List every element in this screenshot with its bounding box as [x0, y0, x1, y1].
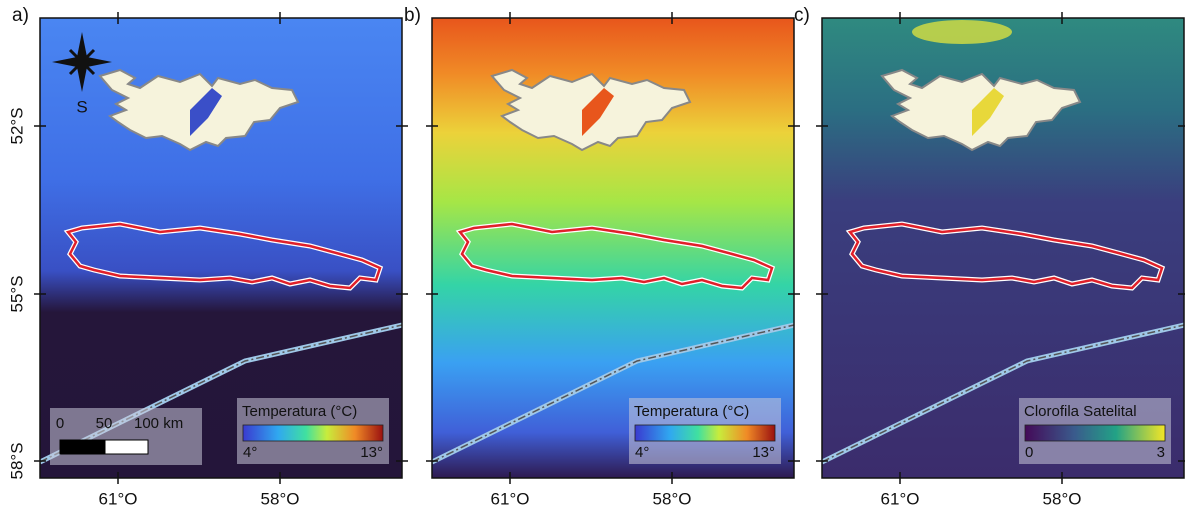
- legend-min: 4°: [243, 444, 257, 461]
- legend: Temperatura (°C) 4° 13°: [629, 398, 781, 464]
- y-axis-label: 58°S: [7, 442, 26, 479]
- legend-max: 3: [1157, 444, 1165, 461]
- scale-bar: 0 50 100 km: [50, 408, 202, 465]
- island-channel: [972, 88, 1004, 136]
- panel-label: c): [794, 5, 810, 26]
- scale-segment: [59, 439, 106, 455]
- map-panel: 61°O 58°O Clorofila Satelital 0 3: [816, 12, 1185, 508]
- colorbar: [634, 424, 776, 442]
- chlorophyll-bloom: [912, 20, 1012, 44]
- scale-label: 0: [56, 415, 64, 432]
- legend-max: 13°: [360, 444, 383, 461]
- colorbar: [242, 424, 384, 442]
- x-axis-label: 58°O: [261, 489, 300, 508]
- y-axis-label: 55°S: [7, 275, 26, 312]
- compass-star: [68, 48, 96, 76]
- scale-box: [50, 408, 202, 465]
- x-axis-label: 61°O: [881, 489, 920, 508]
- study-area: [457, 222, 774, 290]
- map-panel: 61°O 58°O Temperatura (°C) 4° 13°: [426, 12, 800, 508]
- scale-label: 100 km: [134, 415, 183, 432]
- map-content: [40, 18, 402, 478]
- legend-min: 4°: [635, 444, 649, 461]
- y-axis-label: 52°S: [7, 107, 26, 144]
- boundary-line: [822, 324, 1184, 463]
- colorbar: [1024, 424, 1166, 442]
- compass-label: S: [76, 97, 87, 116]
- legend-min: 0: [1025, 444, 1033, 461]
- panel-frame: [821, 17, 1185, 479]
- study-area: [65, 222, 382, 290]
- legend-max: 13°: [752, 444, 775, 461]
- panel-label: b): [404, 5, 421, 26]
- legend-title: Clorofila Satelital: [1024, 403, 1137, 420]
- panel-frame: [431, 17, 795, 479]
- x-axis-label: 61°O: [491, 489, 530, 508]
- island-channel: [582, 88, 614, 136]
- x-axis-label: 58°O: [653, 489, 692, 508]
- panel-frame: [39, 17, 403, 479]
- scale-label: 50: [96, 415, 113, 432]
- map-panel: 61°O 58°O Temperatura (°C) 4° 13°: [34, 12, 408, 508]
- boundary-line: [432, 324, 794, 463]
- legend-title: Temperatura (°C): [242, 403, 357, 420]
- study-area: [847, 222, 1164, 290]
- island-channel: [190, 88, 222, 136]
- panel-label: a): [12, 5, 29, 26]
- scale-segment: [104, 439, 149, 455]
- legend-title: Temperatura (°C): [634, 403, 749, 420]
- legend: Clorofila Satelital 0 3: [1019, 398, 1171, 464]
- x-axis-label: 61°O: [99, 489, 138, 508]
- x-axis-label: 58°O: [1043, 489, 1082, 508]
- legend: Temperatura (°C) 4° 13°: [237, 398, 389, 464]
